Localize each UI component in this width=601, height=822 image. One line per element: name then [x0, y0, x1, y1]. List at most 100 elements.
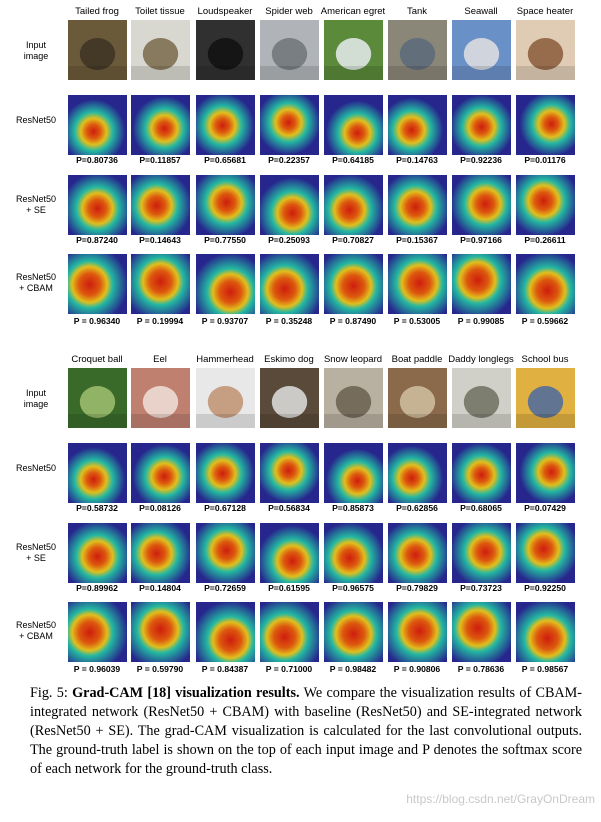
- class-label: Eel: [153, 354, 167, 365]
- row-label: Input image: [23, 40, 49, 61]
- softmax-score: P=0.15367: [396, 235, 438, 245]
- gradcam-heatmap: [388, 254, 447, 314]
- gradcam-heatmap: [516, 443, 575, 503]
- row-label: Input image: [23, 388, 49, 409]
- softmax-score: P=0.26611: [524, 235, 566, 245]
- class-label: Tailed frog: [75, 6, 119, 17]
- input-image: [260, 368, 319, 428]
- gradcam-heatmap: [131, 175, 190, 235]
- gradcam-heatmap: [388, 523, 447, 583]
- softmax-score: P = 0.78636: [457, 664, 505, 674]
- gradcam-heatmap: [68, 443, 127, 503]
- gradcam-heatmap: [260, 443, 319, 503]
- input-image: [516, 368, 575, 428]
- class-label: Spider web: [265, 6, 313, 17]
- softmax-score: P = 0.84387: [201, 664, 249, 674]
- class-label: Boat paddle: [391, 354, 443, 365]
- gradcam-heatmap: [68, 523, 127, 583]
- softmax-score: P=0.92250: [524, 583, 566, 593]
- class-label: Seawall: [464, 6, 498, 17]
- gradcam-heatmap: [260, 523, 319, 583]
- gradcam-heatmap: [324, 443, 383, 503]
- gradcam-heatmap: [68, 95, 127, 155]
- gradcam-heatmap: [131, 254, 190, 314]
- class-label: Tank: [406, 6, 428, 17]
- class-label: Space heater: [516, 6, 574, 17]
- input-image: [68, 20, 127, 80]
- gradcam-heatmap: [324, 95, 383, 155]
- gradcam-heatmap: [260, 602, 319, 662]
- input-image: [68, 368, 127, 428]
- gradcam-heatmap: [68, 254, 127, 314]
- gradcam-heatmap: [196, 95, 255, 155]
- softmax-score: P=0.68065: [460, 503, 502, 513]
- row-label: ResNet50: [15, 463, 57, 473]
- softmax-score: P=0.92236: [460, 155, 502, 165]
- input-image: [131, 368, 190, 428]
- input-image: [260, 20, 319, 80]
- softmax-score: P = 0.53005: [393, 316, 441, 326]
- softmax-score: P=0.62856: [396, 503, 438, 513]
- class-label: Toilet tissue: [135, 6, 185, 17]
- input-image: [452, 20, 511, 80]
- class-label: Hammerhead: [196, 354, 254, 365]
- watermark: https://blog.csdn.net/GrayOnDream: [406, 792, 595, 806]
- row-label: ResNet50 + SE: [15, 542, 57, 563]
- softmax-score: P = 0.59790: [136, 664, 184, 674]
- softmax-score: P=0.65681: [204, 155, 246, 165]
- caption-bold: Grad-CAM [18] visualization results.: [72, 685, 300, 701]
- softmax-score: P=0.87240: [76, 235, 118, 245]
- softmax-score: P=0.58732: [76, 503, 118, 513]
- gradcam-heatmap: [68, 175, 127, 235]
- softmax-score: P=0.96575: [332, 583, 374, 593]
- softmax-score: P=0.14804: [139, 583, 181, 593]
- gradcam-heatmap: [131, 602, 190, 662]
- softmax-score: P = 0.96340: [73, 316, 121, 326]
- gradcam-heatmap: [196, 175, 255, 235]
- figure-caption: Fig. 5: Grad-CAM [18] visualization resu…: [30, 684, 582, 779]
- softmax-score: P=0.14643: [139, 235, 181, 245]
- softmax-score: P = 0.87490: [329, 316, 377, 326]
- input-image: [324, 368, 383, 428]
- softmax-score: P=0.08126: [139, 503, 181, 513]
- class-label: Daddy longlegs: [448, 354, 514, 365]
- gradcam-heatmap: [324, 254, 383, 314]
- gradcam-heatmap: [516, 602, 575, 662]
- softmax-score: P=0.77550: [204, 235, 246, 245]
- input-image: [324, 20, 383, 80]
- gradcam-heatmap: [452, 523, 511, 583]
- gradcam-heatmap: [260, 95, 319, 155]
- softmax-score: P=0.79829: [396, 583, 438, 593]
- gradcam-heatmap: [388, 175, 447, 235]
- gradcam-heatmap: [452, 254, 511, 314]
- class-label: American egret: [320, 6, 386, 17]
- row-label: ResNet50: [15, 115, 57, 125]
- input-image: [388, 368, 447, 428]
- softmax-score: P = 0.35248: [265, 316, 313, 326]
- softmax-score: P=0.80736: [76, 155, 118, 165]
- softmax-score: P=0.70827: [332, 235, 374, 245]
- softmax-score: P = 0.19994: [136, 316, 184, 326]
- gradcam-heatmap: [68, 602, 127, 662]
- gradcam-heatmap: [260, 254, 319, 314]
- input-image: [516, 20, 575, 80]
- softmax-score: P=0.01176: [524, 155, 566, 165]
- softmax-score: P=0.67128: [204, 503, 246, 513]
- gradcam-heatmap: [516, 175, 575, 235]
- softmax-score: P = 0.90806: [393, 664, 441, 674]
- caption-text: We compare the visualization results of …: [30, 685, 582, 777]
- gradcam-heatmap: [516, 523, 575, 583]
- softmax-score: P=0.14763: [396, 155, 438, 165]
- input-image: [452, 368, 511, 428]
- class-label: Snow leopard: [323, 354, 383, 365]
- gradcam-heatmap: [131, 443, 190, 503]
- input-image: [388, 20, 447, 80]
- gradcam-heatmap: [324, 602, 383, 662]
- input-image: [196, 368, 255, 428]
- class-label: School bus: [521, 354, 569, 365]
- gradcam-heatmap: [452, 95, 511, 155]
- gradcam-heatmap: [196, 523, 255, 583]
- softmax-score: P=0.64185: [332, 155, 374, 165]
- softmax-score: P=0.25093: [268, 235, 310, 245]
- gradcam-heatmap: [388, 95, 447, 155]
